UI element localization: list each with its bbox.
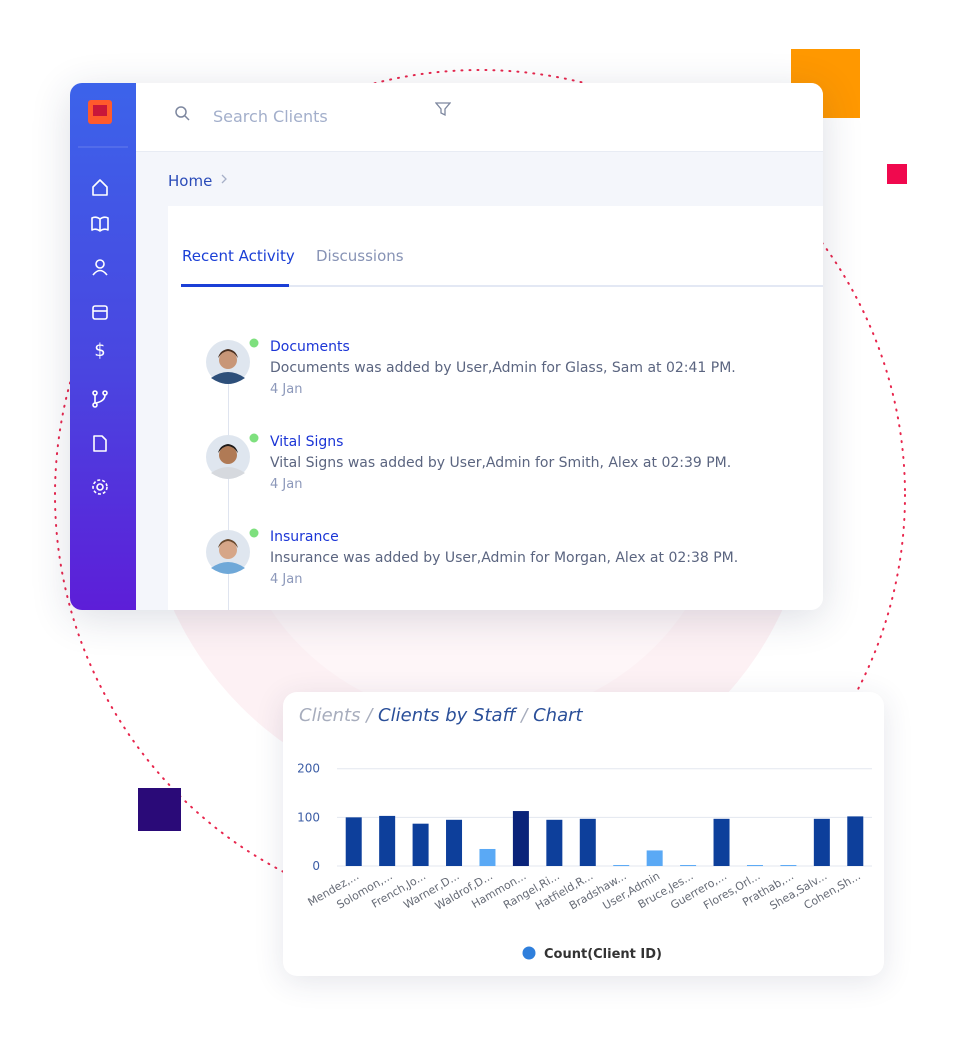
bar [680, 865, 697, 867]
chart-card: Clients / Clients by Staff / Chart 0 100 2… [283, 692, 884, 976]
bar [446, 819, 463, 866]
activity-description: Insurance was added by User,Admin for Mo… [270, 550, 739, 566]
activity-description: Documents was added by User,Admin for Gl… [270, 360, 736, 376]
bar [613, 865, 630, 867]
crumb-sep: / [366, 705, 373, 726]
tab-active[interactable]: Recent Activity [182, 247, 295, 265]
legend-label: Count(Client ID) [544, 947, 662, 962]
bar [546, 819, 563, 866]
nav-library[interactable] [91, 216, 109, 232]
search-icon [175, 106, 190, 121]
avatar [206, 338, 259, 384]
bar [412, 823, 429, 866]
activity-title[interactable]: Documents [270, 339, 350, 355]
app-window: $ Search Clients Home Recent Activity Di… [70, 83, 823, 610]
bar [847, 816, 864, 866]
nav-billing[interactable]: $ [94, 340, 105, 361]
search-input[interactable]: Search Clients [213, 107, 328, 126]
filter-icon[interactable] [435, 101, 451, 117]
y-tick-label: 200 [297, 762, 320, 776]
activity-date: 4 Jan [270, 382, 303, 397]
bar [713, 818, 730, 866]
legend-marker [522, 946, 536, 960]
timeline-line [228, 381, 229, 610]
bar [345, 817, 362, 866]
sidebar: $ [70, 83, 136, 610]
nav-calendar[interactable] [92, 305, 108, 320]
bar [479, 848, 496, 866]
bar [579, 818, 596, 866]
dotted-ring [54, 69, 906, 921]
activity-description: Vital Signs was added by User,Admin for … [270, 455, 732, 471]
bar [813, 818, 830, 866]
y-tick-label: 0 [312, 859, 320, 873]
activity-panel: Recent Activity Discussions Documents Doc… [168, 206, 823, 610]
avatar [206, 528, 259, 574]
deco-square [138, 788, 181, 831]
deco-square [887, 164, 907, 184]
activity-date: 4 Jan [270, 572, 303, 587]
crumb[interactable]: Clients [299, 705, 361, 726]
avatar [206, 433, 259, 479]
nav-user[interactable] [92, 259, 108, 276]
chart: 0100200Mendez,...Solomon,...French,Jo...… [297, 762, 872, 962]
crumb-sep: / [521, 705, 528, 726]
top-bar: Search Clients [136, 83, 823, 152]
activity-title[interactable]: Vital Signs [270, 434, 344, 450]
activity-date: 4 Jan [270, 477, 303, 492]
breadcrumb-home[interactable]: Home [168, 172, 213, 190]
tab[interactable]: Discussions [316, 247, 404, 265]
bar [379, 815, 396, 866]
chart-breadcrumb: Clients / Clients by Staff / Chart [299, 705, 583, 726]
crumb: Chart [533, 705, 583, 726]
tab-underline [181, 284, 289, 287]
sidebar-icons: $ [78, 100, 128, 495]
bar [512, 811, 529, 866]
breadcrumb-chevron [221, 174, 227, 184]
bar [646, 850, 663, 866]
nav-home[interactable] [92, 179, 108, 196]
logo-inner [93, 105, 107, 116]
nav-settings[interactable] [92, 479, 108, 495]
tab-divider [181, 285, 823, 287]
y-tick-label: 100 [297, 810, 320, 824]
activity-title[interactable]: Insurance [270, 529, 339, 545]
nav-documents[interactable] [93, 435, 107, 452]
crumb[interactable]: Clients by Staff [378, 705, 516, 726]
bar [746, 865, 763, 867]
bar [780, 865, 797, 867]
nav-workflow[interactable] [92, 390, 108, 408]
